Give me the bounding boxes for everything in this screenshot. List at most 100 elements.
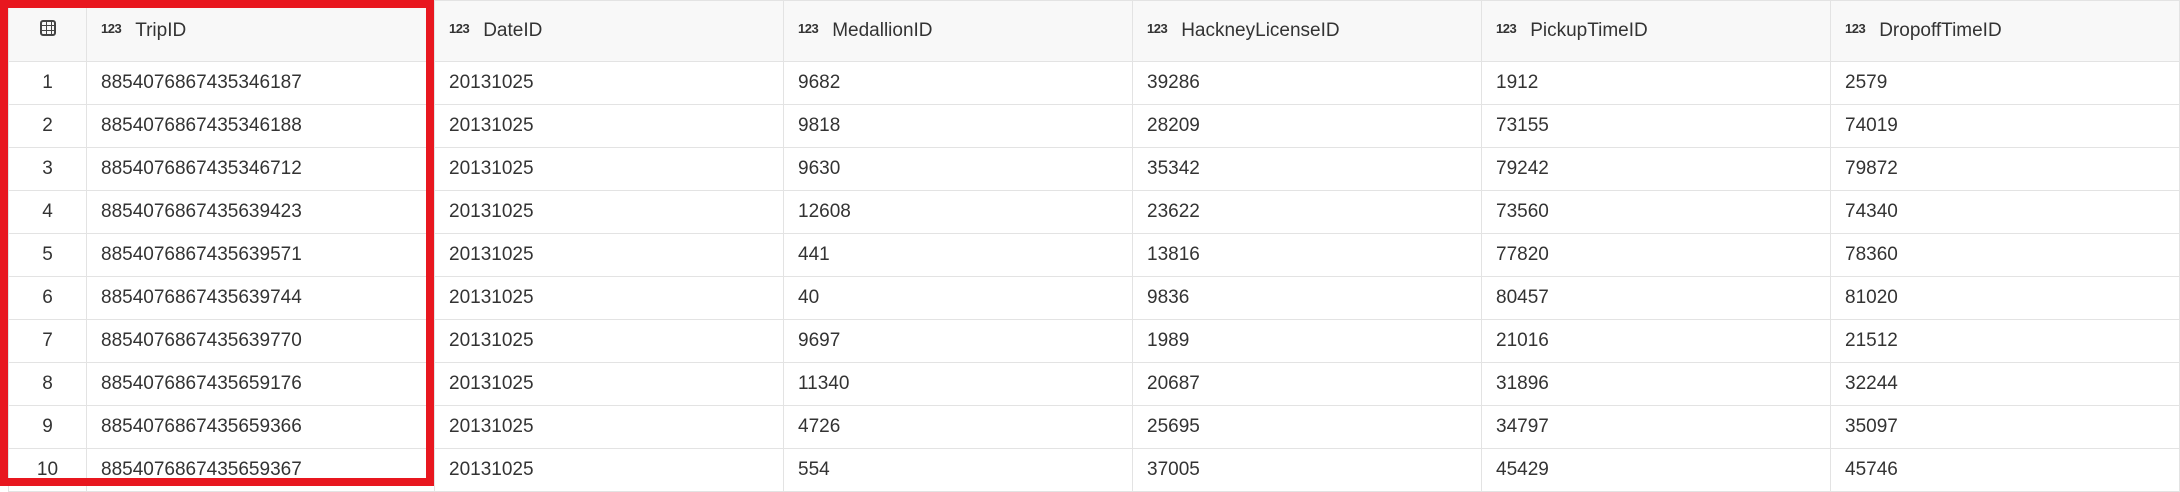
row-number[interactable]: 5 xyxy=(8,233,87,277)
cell-hackneylicenseid[interactable]: 37005 xyxy=(1132,448,1482,492)
cell-dateid[interactable]: 20131025 xyxy=(434,147,784,191)
cell-hackneylicenseid[interactable]: 35342 xyxy=(1132,147,1482,191)
cell-medallionid[interactable]: 11340 xyxy=(783,362,1133,406)
table-row: 7 8854076867435639770 20131025 9697 1989 2101… xyxy=(8,319,2180,363)
cell-hackneylicenseid[interactable]: 1989 xyxy=(1132,319,1482,363)
cell-medallionid[interactable]: 4726 xyxy=(783,405,1133,449)
cell-medallionid[interactable]: 9697 xyxy=(783,319,1133,363)
table-row: 5 8854076867435639571 20131025 441 13816 7782… xyxy=(8,233,2180,277)
cell-pickuptimeid[interactable]: 79242 xyxy=(1481,147,1831,191)
cell-tripid[interactable]: 8854076867435659176 xyxy=(86,362,435,406)
table-grid-icon xyxy=(39,20,56,36)
numeric-type-icon: 123 xyxy=(101,21,122,36)
cell-dateid[interactable]: 20131025 xyxy=(434,362,784,406)
table-row: 3 8854076867435346712 20131025 9630 35342 792… xyxy=(8,147,2180,191)
cell-dropofftimeid[interactable]: 78360 xyxy=(1830,233,2180,277)
cell-dateid[interactable]: 20131025 xyxy=(434,405,784,449)
data-grid: 123 TripID 123 DateID 123 MedallionID 123 Ha… xyxy=(8,0,2180,492)
cell-pickuptimeid[interactable]: 73155 xyxy=(1481,104,1831,148)
column-header-medallionid[interactable]: 123 MedallionID xyxy=(783,0,1133,62)
cell-tripid[interactable]: 8854076867435639744 xyxy=(86,276,435,320)
column-title: DropoffTimeID xyxy=(1879,20,2002,41)
column-header-pickuptimeid[interactable]: 123 PickupTimeID xyxy=(1481,0,1831,62)
cell-dropofftimeid[interactable]: 74340 xyxy=(1830,190,2180,234)
cell-dropofftimeid[interactable]: 21512 xyxy=(1830,319,2180,363)
column-title: PickupTimeID xyxy=(1530,20,1648,41)
table-row: 10 8854076867435659367 20131025 554 37005 454… xyxy=(8,448,2180,492)
numeric-type-icon: 123 xyxy=(449,21,470,36)
cell-dropofftimeid[interactable]: 2579 xyxy=(1830,61,2180,105)
cell-dropofftimeid[interactable]: 32244 xyxy=(1830,362,2180,406)
column-title: HackneyLicenseID xyxy=(1181,20,1340,41)
cell-pickuptimeid[interactable]: 34797 xyxy=(1481,405,1831,449)
cell-tripid[interactable]: 8854076867435659367 xyxy=(86,448,435,492)
cell-tripid[interactable]: 8854076867435659366 xyxy=(86,405,435,449)
cell-dateid[interactable]: 20131025 xyxy=(434,190,784,234)
row-number[interactable]: 8 xyxy=(8,362,87,406)
cell-hackneylicenseid[interactable]: 28209 xyxy=(1132,104,1482,148)
cell-dateid[interactable]: 20131025 xyxy=(434,104,784,148)
cell-dateid[interactable]: 20131025 xyxy=(434,319,784,363)
cell-dropofftimeid[interactable]: 79872 xyxy=(1830,147,2180,191)
cell-medallionid[interactable]: 12608 xyxy=(783,190,1133,234)
cell-tripid[interactable]: 8854076867435639571 xyxy=(86,233,435,277)
table-row: 9 8854076867435659366 20131025 4726 25695 347… xyxy=(8,405,2180,449)
column-header-hackneylicenseid[interactable]: 123 HackneyLicenseID xyxy=(1132,0,1482,62)
cell-medallionid[interactable]: 554 xyxy=(783,448,1133,492)
select-all-grid-button[interactable] xyxy=(8,0,87,62)
cell-pickuptimeid[interactable]: 21016 xyxy=(1481,319,1831,363)
row-number[interactable]: 10 xyxy=(8,448,87,492)
column-header-dropofftimeid[interactable]: 123 DropoffTimeID xyxy=(1830,0,2180,62)
row-number[interactable]: 4 xyxy=(8,190,87,234)
cell-tripid[interactable]: 8854076867435346712 xyxy=(86,147,435,191)
table-row: 1 8854076867435346187 20131025 9682 39286 191… xyxy=(8,61,2180,105)
row-number[interactable]: 1 xyxy=(8,61,87,105)
cell-pickuptimeid[interactable]: 77820 xyxy=(1481,233,1831,277)
cell-pickuptimeid[interactable]: 80457 xyxy=(1481,276,1831,320)
numeric-type-icon: 123 xyxy=(798,21,819,36)
cell-pickuptimeid[interactable]: 73560 xyxy=(1481,190,1831,234)
header-row: 123 TripID 123 DateID 123 MedallionID 123 Ha… xyxy=(8,0,2180,62)
column-title: TripID xyxy=(135,20,187,41)
column-title: MedallionID xyxy=(832,20,933,41)
cell-medallionid[interactable]: 9630 xyxy=(783,147,1133,191)
cell-dateid[interactable]: 20131025 xyxy=(434,448,784,492)
column-header-tripid[interactable]: 123 TripID xyxy=(86,0,435,62)
cell-pickuptimeid[interactable]: 1912 xyxy=(1481,61,1831,105)
cell-dateid[interactable]: 20131025 xyxy=(434,276,784,320)
row-number[interactable]: 2 xyxy=(8,104,87,148)
cell-hackneylicenseid[interactable]: 39286 xyxy=(1132,61,1482,105)
cell-hackneylicenseid[interactable]: 13816 xyxy=(1132,233,1482,277)
cell-pickuptimeid[interactable]: 31896 xyxy=(1481,362,1831,406)
cell-tripid[interactable]: 8854076867435346187 xyxy=(86,61,435,105)
cell-dropofftimeid[interactable]: 74019 xyxy=(1830,104,2180,148)
cell-dropofftimeid[interactable]: 81020 xyxy=(1830,276,2180,320)
cell-tripid[interactable]: 8854076867435346188 xyxy=(86,104,435,148)
numeric-type-icon: 123 xyxy=(1147,21,1168,36)
row-number[interactable]: 3 xyxy=(8,147,87,191)
cell-medallionid[interactable]: 441 xyxy=(783,233,1133,277)
row-number[interactable]: 6 xyxy=(8,276,87,320)
cell-hackneylicenseid[interactable]: 23622 xyxy=(1132,190,1482,234)
column-title: DateID xyxy=(483,20,543,41)
numeric-type-icon: 123 xyxy=(1496,21,1517,36)
cell-tripid[interactable]: 8854076867435639423 xyxy=(86,190,435,234)
cell-dropofftimeid[interactable]: 35097 xyxy=(1830,405,2180,449)
row-number[interactable]: 9 xyxy=(8,405,87,449)
cell-medallionid[interactable]: 40 xyxy=(783,276,1133,320)
table-row: 6 8854076867435639744 20131025 40 9836 80457 8… xyxy=(8,276,2180,320)
cell-hackneylicenseid[interactable]: 20687 xyxy=(1132,362,1482,406)
cell-hackneylicenseid[interactable]: 25695 xyxy=(1132,405,1482,449)
cell-dateid[interactable]: 20131025 xyxy=(434,233,784,277)
cell-pickuptimeid[interactable]: 45429 xyxy=(1481,448,1831,492)
cell-dropofftimeid[interactable]: 45746 xyxy=(1830,448,2180,492)
cell-tripid[interactable]: 8854076867435639770 xyxy=(86,319,435,363)
cell-medallionid[interactable]: 9682 xyxy=(783,61,1133,105)
cell-medallionid[interactable]: 9818 xyxy=(783,104,1133,148)
table-row: 2 8854076867435346188 20131025 9818 28209 731… xyxy=(8,104,2180,148)
cell-dateid[interactable]: 20131025 xyxy=(434,61,784,105)
row-number[interactable]: 7 xyxy=(8,319,87,363)
cell-hackneylicenseid[interactable]: 9836 xyxy=(1132,276,1482,320)
column-header-dateid[interactable]: 123 DateID xyxy=(434,0,784,62)
table-row: 4 8854076867435639423 20131025 12608 23622 73… xyxy=(8,190,2180,234)
